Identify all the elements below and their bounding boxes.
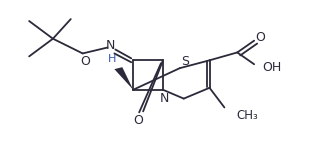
Text: OH: OH <box>262 61 281 74</box>
Text: S: S <box>181 55 189 68</box>
Text: CH₃: CH₃ <box>236 109 258 122</box>
Text: O: O <box>255 31 265 44</box>
Text: O: O <box>133 114 143 127</box>
Text: H: H <box>108 54 116 64</box>
Text: N: N <box>160 92 170 105</box>
Text: N: N <box>106 39 115 52</box>
Text: O: O <box>81 55 90 68</box>
Polygon shape <box>114 67 133 90</box>
